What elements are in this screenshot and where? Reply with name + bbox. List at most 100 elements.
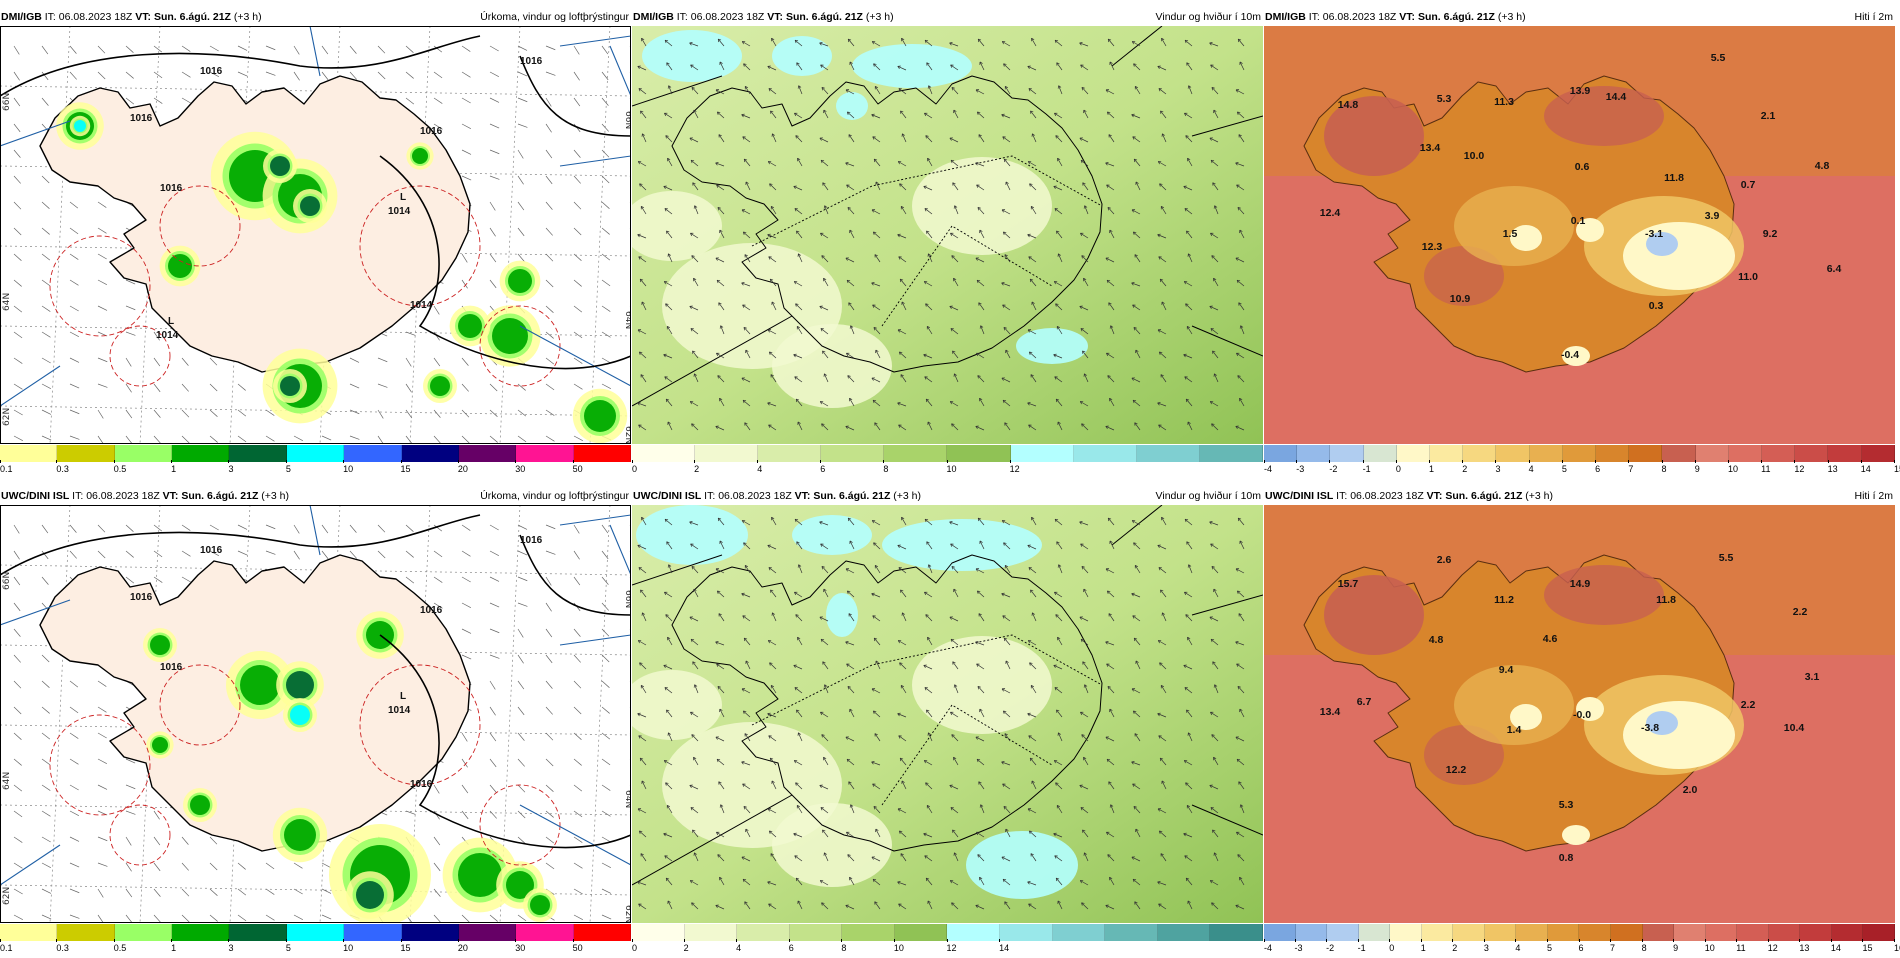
isobar-label: 1016 — [200, 66, 223, 77]
colorbar-swatches — [632, 924, 1263, 941]
temperature-label: -0.4 — [1561, 349, 1579, 361]
latitude-label: 66N — [623, 111, 631, 129]
colorbar-swatch — [172, 445, 229, 462]
colorbar-tick-label: -4 — [1264, 942, 1272, 954]
low-pressure-value: 1014 — [388, 206, 411, 217]
temperature-label: 9.2 — [1763, 228, 1778, 240]
colorbar-swatch — [1105, 924, 1158, 941]
colorbar-swatch — [1430, 445, 1463, 462]
colorbar-tick-label: 10 — [1705, 942, 1715, 954]
colorbar-swatch — [1629, 445, 1662, 462]
colorbar-swatch — [402, 924, 459, 941]
colorbar-swatch — [1330, 445, 1363, 462]
colorbar-tick-label: -3 — [1295, 942, 1303, 954]
latitude-label: 64N — [623, 790, 631, 808]
temperature-label: 6.4 — [1827, 263, 1842, 275]
colorbar-swatches — [1264, 445, 1895, 462]
init-time-label: IT: — [45, 11, 56, 23]
isobar-label: 1016 — [200, 545, 223, 556]
colorbar-swatch — [1053, 924, 1106, 941]
isobar-label: 1016 — [520, 56, 543, 67]
colorbar-tick-label: -1 — [1363, 463, 1371, 475]
init-time-label: IT: — [677, 11, 688, 23]
latitude-label: 64N — [2, 293, 12, 311]
colorbar-swatch — [1862, 445, 1895, 462]
colorbar-swatch — [115, 924, 172, 941]
temperature-label: 13.4 — [1420, 142, 1441, 154]
colorbar-swatch — [574, 924, 631, 941]
valid-time: Sun. 6.ágú. 21Z — [1445, 490, 1522, 502]
temperature-label: 11.3 — [1494, 96, 1514, 108]
colorbar-tick-label: 9 — [1673, 942, 1678, 954]
colorbar-tick-label: 13 — [1799, 942, 1809, 954]
low-pressure-value: 1014 — [388, 705, 411, 716]
colorbar-tick-label: 11 — [1761, 463, 1770, 475]
colorbar-swatch — [344, 924, 401, 941]
colorbar-tick-label: 4 — [1529, 463, 1534, 475]
colorbar-tick-label: 2 — [1462, 463, 1467, 475]
temperature-label: 2.0 — [1683, 784, 1698, 796]
colorbar-tick-label: 12 — [1794, 463, 1804, 475]
temperature-label: 11.8 — [1656, 594, 1676, 606]
temperature-label: 5.3 — [1437, 93, 1452, 105]
colorbar-swatch — [1158, 924, 1211, 941]
colorbar-swatch — [1832, 924, 1864, 941]
panel-uwc-temperature: UWC/DINI ISL IT: 06.08.2023 18Z VT: Sun.… — [1264, 488, 1895, 958]
colorbar-swatch — [685, 924, 738, 941]
init-time-label: IT: — [1336, 490, 1347, 502]
temperature-label: 10.0 — [1464, 150, 1485, 162]
colorbar-tick-label: 4 — [736, 942, 741, 954]
colorbar-swatch — [1863, 924, 1895, 941]
lead-time: (+3 h) — [1525, 490, 1553, 502]
colorbar-tick-label: 30 — [515, 463, 525, 475]
colorbar-swatch — [1453, 924, 1485, 941]
panel-dmi-precipitation: DMI/IGB IT: 06.08.2023 18Z VT: Sun. 6.ág… — [0, 9, 631, 479]
colorbar-tick-label: 6 — [1579, 942, 1584, 954]
colorbar-swatch — [1390, 924, 1422, 941]
colorbar-swatch — [842, 924, 895, 941]
colorbar-tick-label: 2 — [1452, 942, 1457, 954]
colorbar-swatches — [1264, 924, 1895, 941]
colorbar-swatch — [172, 924, 229, 941]
low-pressure-value: 1014 — [156, 330, 179, 341]
colorbar-swatch — [287, 445, 344, 462]
colorbar-tick-label: 0.5 — [114, 463, 127, 475]
colorbar-tick-label: 10 — [894, 942, 904, 954]
colorbar-swatch — [1800, 924, 1832, 941]
colorbar-swatch — [1496, 445, 1529, 462]
init-time-label: IT: — [704, 490, 715, 502]
temperature-label: 3.9 — [1705, 210, 1720, 222]
colorbar-tick-label: 30 — [515, 942, 525, 954]
colorbar-swatch — [947, 924, 1000, 941]
colorbar-swatch — [632, 445, 695, 462]
model-source: DMI/IGB — [1264, 11, 1306, 23]
colorbar-tick-label: 4 — [757, 463, 762, 475]
colorbar-swatch — [1297, 445, 1330, 462]
valid-time: Sun. 6.ágú. 21Z — [181, 490, 258, 502]
colorbar-tick-label: 15 — [401, 463, 411, 475]
valid-time-label: VT: — [767, 11, 783, 23]
colorbar-tick-label: 8 — [1642, 942, 1647, 954]
colorbar-tick-label: 1 — [171, 942, 176, 954]
lead-time: (+3 h) — [234, 11, 262, 23]
colorbar-swatch — [57, 445, 114, 462]
latitude-label: 66N — [623, 590, 631, 608]
colorbar-tick-label: 0 — [632, 942, 637, 954]
colorbar-swatch — [402, 445, 459, 462]
temperature-label: 2.2 — [1741, 699, 1756, 711]
colorbar-swatch — [1762, 445, 1795, 462]
model-source: UWC/DINI ISL — [0, 490, 69, 502]
colorbar-tick-label: 7 — [1610, 942, 1615, 954]
field-title: Vindur og hviður í 10m — [1156, 488, 1261, 505]
temperature-label: 12.3 — [1422, 241, 1443, 253]
colorbar-swatch — [1516, 924, 1548, 941]
precipitation-map: 101610161016101610161014L1014L101466N66N… — [0, 26, 631, 444]
colorbar-tick-label: 10 — [1728, 463, 1738, 475]
colorbar-tick-label: 6 — [1595, 463, 1600, 475]
model-source: DMI/IGB — [632, 11, 674, 23]
latitude-label: 66N — [2, 93, 12, 111]
colorbar-swatch — [57, 924, 114, 941]
